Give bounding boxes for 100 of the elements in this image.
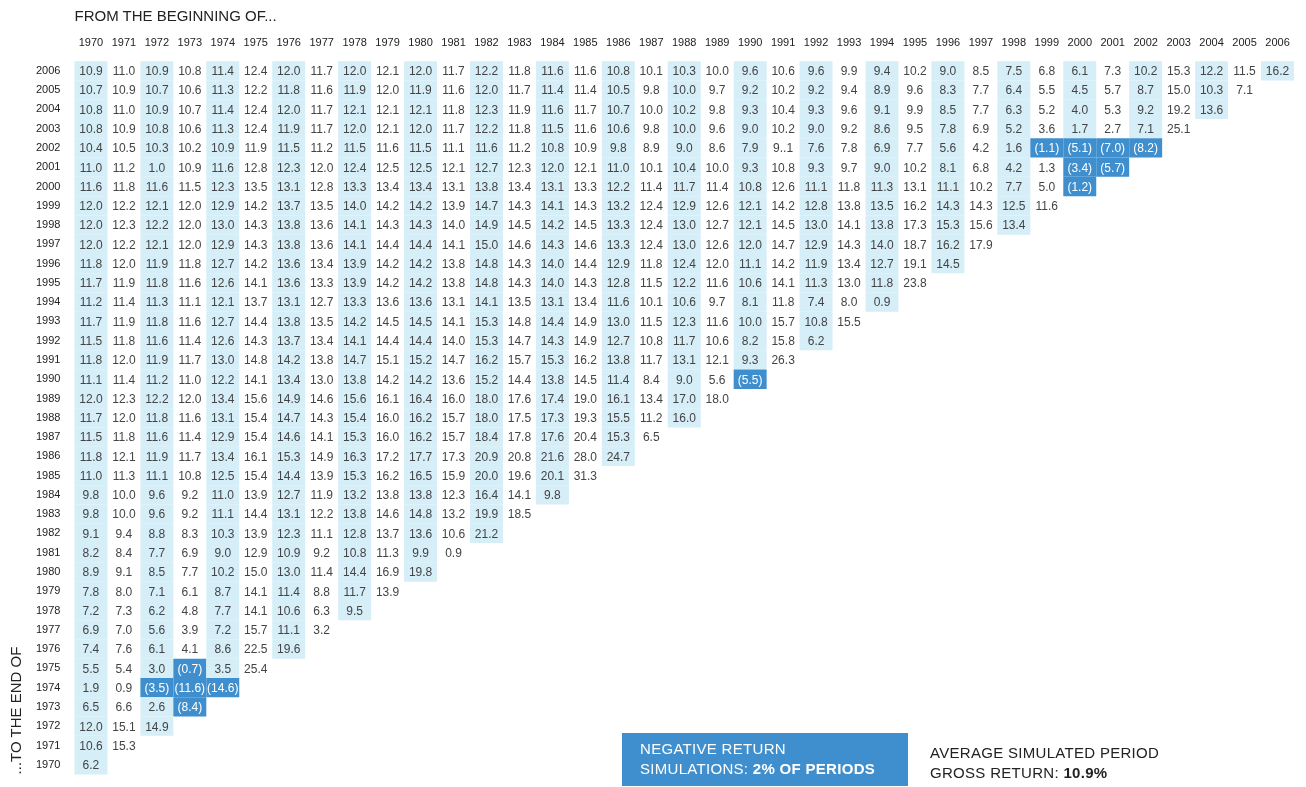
data-label: (1.2) — [1067, 179, 1093, 194]
y-tick-label: 1989 — [35, 391, 61, 404]
data-label: 12.2 — [1199, 64, 1224, 79]
data-label: 13.6 — [441, 372, 466, 387]
data-label: 13.8 — [474, 179, 499, 194]
data-label: 10.8 — [145, 121, 169, 136]
data-label: 17.0 — [672, 391, 697, 406]
data-label: 22.5 — [244, 642, 268, 657]
data-label: 12.9 — [672, 199, 697, 214]
data-label: 5.3 — [1104, 102, 1122, 117]
data-label: 12.0 — [79, 391, 103, 406]
data-label: 14.2 — [375, 199, 400, 214]
data-label: 13.7 — [244, 295, 268, 310]
data-label: 3.2 — [313, 623, 331, 638]
data-label: 10.8 — [79, 121, 103, 136]
y-tick-label: 1983 — [35, 507, 61, 520]
data-label: 10.2 — [672, 102, 697, 117]
x-tick-label: 1970 — [78, 35, 104, 48]
data-label: 4.2 — [972, 141, 990, 156]
data-label: 14.1 — [474, 295, 499, 310]
data-label: 17.9 — [969, 237, 993, 252]
y-tick-label: 1980 — [35, 565, 61, 578]
data-label: 5.2 — [1005, 121, 1023, 136]
data-label: 7.8 — [840, 141, 858, 156]
data-label: 10.5 — [606, 83, 631, 98]
data-label: 6.9 — [181, 546, 199, 561]
data-label: 13.7 — [277, 334, 301, 349]
data-label: 21.2 — [474, 526, 499, 541]
data-label: 13.4 — [507, 179, 532, 194]
data-label: 17.7 — [408, 449, 433, 464]
x-tick-label: 1976 — [276, 35, 301, 48]
data-label: 8.1 — [741, 295, 759, 310]
data-label: 14.2 — [244, 199, 268, 214]
data-label: 11.4 — [705, 179, 729, 194]
data-label: 10.7 — [145, 83, 169, 98]
data-label: 7.1 — [1137, 121, 1155, 136]
data-label: 13.0 — [277, 565, 301, 580]
data-label: 11.3 — [112, 468, 136, 483]
data-label: 13.9 — [309, 468, 334, 483]
data-label: 12.0 — [277, 102, 301, 117]
data-label: 14.9 — [474, 218, 499, 233]
data-label: 14.1 — [342, 218, 367, 233]
y-tick-label: 1998 — [35, 218, 61, 231]
data-label: 14.4 — [277, 468, 301, 483]
data-label: 14.9 — [309, 449, 334, 464]
data-label: 12.0 — [540, 160, 565, 175]
data-label: 14.7 — [474, 199, 499, 214]
data-label: 12.1 — [573, 160, 598, 175]
data-label: 10.3 — [145, 141, 169, 156]
data-label: 8.1 — [939, 160, 957, 175]
data-label: 13.1 — [277, 507, 301, 522]
data-label: 0.9 — [115, 680, 133, 695]
data-label: 9.6 — [807, 64, 825, 79]
data-label: 12.1 — [705, 353, 730, 368]
y-tick-label: 1974 — [35, 680, 61, 693]
data-label: 14.3 — [309, 411, 334, 426]
data-label: 13.3 — [573, 179, 598, 194]
data-label: 12.7 — [474, 160, 499, 175]
data-label: 9.1 — [873, 102, 891, 117]
x-tick-label: 1982 — [474, 35, 499, 48]
data-label: 14.2 — [771, 256, 796, 271]
data-label: 13.1 — [540, 295, 565, 310]
data-label: 9.3 — [807, 160, 825, 175]
data-label: 10.6 — [672, 295, 697, 310]
data-label: 12.8 — [606, 276, 631, 291]
data-label: 14.3 — [540, 334, 565, 349]
data-label: 9.2 — [181, 488, 199, 503]
data-label: 5.2 — [1038, 102, 1056, 117]
data-label: 11.0 — [178, 372, 202, 387]
data-label: 14.3 — [540, 237, 565, 252]
data-label: 10.4 — [672, 160, 697, 175]
data-label: 14.4 — [540, 314, 565, 329]
data-label: 11.5 — [79, 430, 103, 445]
data-label: 17.6 — [540, 430, 565, 445]
data-label: 11.7 — [178, 353, 202, 368]
data-label: 14.9 — [145, 719, 169, 734]
data-label: 15.2 — [474, 372, 499, 387]
data-label: (3.5) — [144, 680, 170, 695]
data-label: 18.0 — [474, 411, 499, 426]
note-box: NEGATIVE RETURN SIMULATIONS: 2% OF PERIODS — [622, 733, 908, 786]
data-label: 11.3 — [870, 179, 894, 194]
x-tick-label: 1987 — [639, 35, 664, 48]
data-label: 11.7 — [79, 411, 103, 426]
data-label: 12.7 — [277, 488, 301, 503]
data-label: 15.0 — [244, 565, 268, 580]
data-label: 18.0 — [705, 391, 730, 406]
data-label: 12.0 — [112, 411, 136, 426]
data-label: 12.4 — [672, 256, 697, 271]
data-label: 12.2 — [309, 507, 334, 522]
data-label: 8.9 — [82, 565, 100, 580]
data-label: 11.9 — [145, 353, 169, 368]
data-label: 10.8 — [606, 64, 631, 79]
data-label: 13.5 — [309, 314, 334, 329]
data-label: 6.6 — [115, 700, 133, 715]
data-label: 13.9 — [342, 256, 367, 271]
data-label: 12.1 — [375, 102, 400, 117]
data-label: 13.6 — [408, 526, 433, 541]
data-label: 12.6 — [705, 199, 730, 214]
data-label: 13.6 — [375, 295, 400, 310]
data-label: 5.4 — [115, 661, 133, 676]
